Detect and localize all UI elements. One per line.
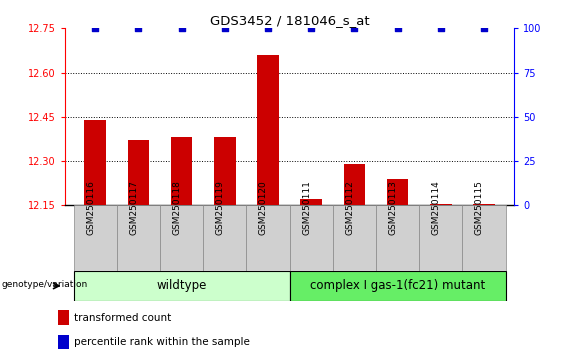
Point (436, 25, 445, 31)
Bar (128, 141, 149, 205)
Bar (171, 137, 193, 205)
Point (350, 25, 359, 31)
Text: GSM250115: GSM250115 (475, 180, 484, 235)
Bar (344, 164, 365, 205)
Bar (160, 205, 203, 271)
Bar (290, 271, 506, 301)
Point (177, 25, 186, 31)
Bar (419, 205, 462, 271)
Text: GSM250114: GSM250114 (432, 180, 441, 235)
Bar (117, 205, 160, 271)
Bar (386, 179, 408, 205)
Point (393, 25, 402, 31)
Bar (462, 205, 506, 271)
Text: GSM250113: GSM250113 (389, 180, 398, 235)
Bar (73, 205, 117, 271)
Point (134, 25, 143, 31)
Text: transformed count: transformed count (74, 313, 171, 322)
Point (263, 25, 272, 31)
Point (91, 25, 100, 31)
Bar (376, 205, 419, 271)
Bar (473, 204, 495, 205)
Text: GSM250117: GSM250117 (129, 180, 138, 235)
Text: GSM250120: GSM250120 (259, 180, 268, 235)
Bar (257, 55, 279, 205)
Text: GSM250119: GSM250119 (216, 180, 225, 235)
Point (479, 25, 488, 31)
Bar (301, 199, 322, 205)
Text: GSM250118: GSM250118 (172, 180, 181, 235)
Text: genotype/variation: genotype/variation (1, 280, 88, 289)
Bar (203, 205, 246, 271)
Bar (246, 205, 290, 271)
Title: GDS3452 / 181046_s_at: GDS3452 / 181046_s_at (210, 14, 370, 27)
Bar (290, 205, 333, 271)
Bar (214, 137, 236, 205)
Bar (58, 310, 69, 325)
Bar (84, 120, 106, 205)
Point (307, 25, 316, 31)
Bar (333, 205, 376, 271)
Point (220, 25, 229, 31)
Text: percentile rank within the sample: percentile rank within the sample (74, 337, 250, 347)
Bar (430, 204, 451, 205)
Bar (58, 335, 69, 349)
Text: GSM250116: GSM250116 (86, 180, 95, 235)
Text: wildtype: wildtype (157, 279, 207, 292)
Text: GSM250112: GSM250112 (345, 180, 354, 235)
Text: complex I gas-1(fc21) mutant: complex I gas-1(fc21) mutant (310, 279, 485, 292)
Bar (73, 271, 290, 301)
Text: GSM250111: GSM250111 (302, 180, 311, 235)
